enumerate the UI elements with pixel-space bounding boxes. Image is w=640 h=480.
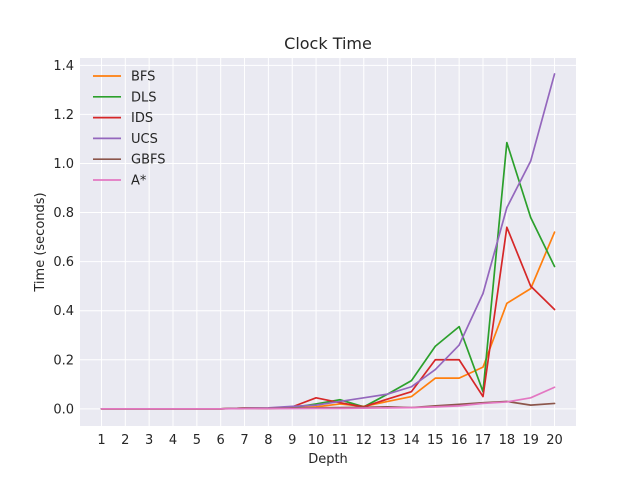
x-axis-label: Depth — [308, 452, 348, 467]
x-tick-label: 9 — [288, 433, 296, 448]
x-tick-label: 11 — [332, 433, 349, 448]
legend-label: DLS — [131, 90, 157, 105]
y-tick-label: 0.2 — [53, 353, 74, 368]
x-tick-label: 10 — [308, 433, 325, 448]
chart-title: Clock Time — [284, 34, 372, 53]
x-tick-label: 4 — [169, 433, 177, 448]
y-tick-label: 0.8 — [53, 206, 74, 221]
y-tick-label: 1.4 — [53, 59, 74, 74]
series-layer — [100, 73, 556, 410]
y-axis-ticks: 0.0 0.2 0.4 0.6 0.8 1.0 1.2 1.4 — [53, 59, 74, 417]
x-tick-label: 8 — [264, 433, 272, 448]
plot-background — [80, 58, 576, 426]
x-tick-label: 16 — [451, 433, 468, 448]
x-axis-ticks: 1 2 3 4 5 6 7 8 9 10 11 12 13 14 15 16 17 18 19 20 — [97, 433, 562, 448]
y-tick-label: 0.6 — [53, 255, 74, 270]
x-tick-label: 17 — [475, 433, 492, 448]
x-tick-label: 1 — [97, 433, 105, 448]
legend-label: GBFS — [131, 153, 166, 168]
x-tick-label: 20 — [546, 433, 563, 448]
x-tick-label: 3 — [145, 433, 153, 448]
legend-label: BFS — [131, 70, 155, 85]
series-line-a — [100, 386, 556, 410]
y-tick-label: 1.0 — [53, 157, 74, 172]
x-tick-label: 15 — [427, 433, 444, 448]
x-tick-label: 18 — [499, 433, 516, 448]
x-tick-label: 19 — [522, 433, 539, 448]
x-tick-label: 14 — [403, 433, 420, 448]
x-tick-label: 12 — [355, 433, 372, 448]
x-tick-label: 7 — [240, 433, 248, 448]
grid — [80, 58, 576, 426]
y-axis-label: Time (seconds) — [33, 192, 48, 292]
x-tick-label: 5 — [193, 433, 201, 448]
legend-label: UCS — [131, 132, 158, 147]
x-tick-label: 6 — [217, 433, 225, 448]
y-tick-label: 1.2 — [53, 108, 74, 123]
legend-label: IDS — [131, 111, 153, 126]
legend: BFS DLS IDS UCS GBFS A* — [93, 70, 166, 189]
y-tick-label: 0.4 — [53, 304, 74, 319]
x-tick-label: 2 — [121, 433, 129, 448]
legend-label: A* — [131, 174, 147, 189]
x-tick-label: 13 — [379, 433, 396, 448]
y-tick-label: 0.0 — [53, 402, 74, 417]
